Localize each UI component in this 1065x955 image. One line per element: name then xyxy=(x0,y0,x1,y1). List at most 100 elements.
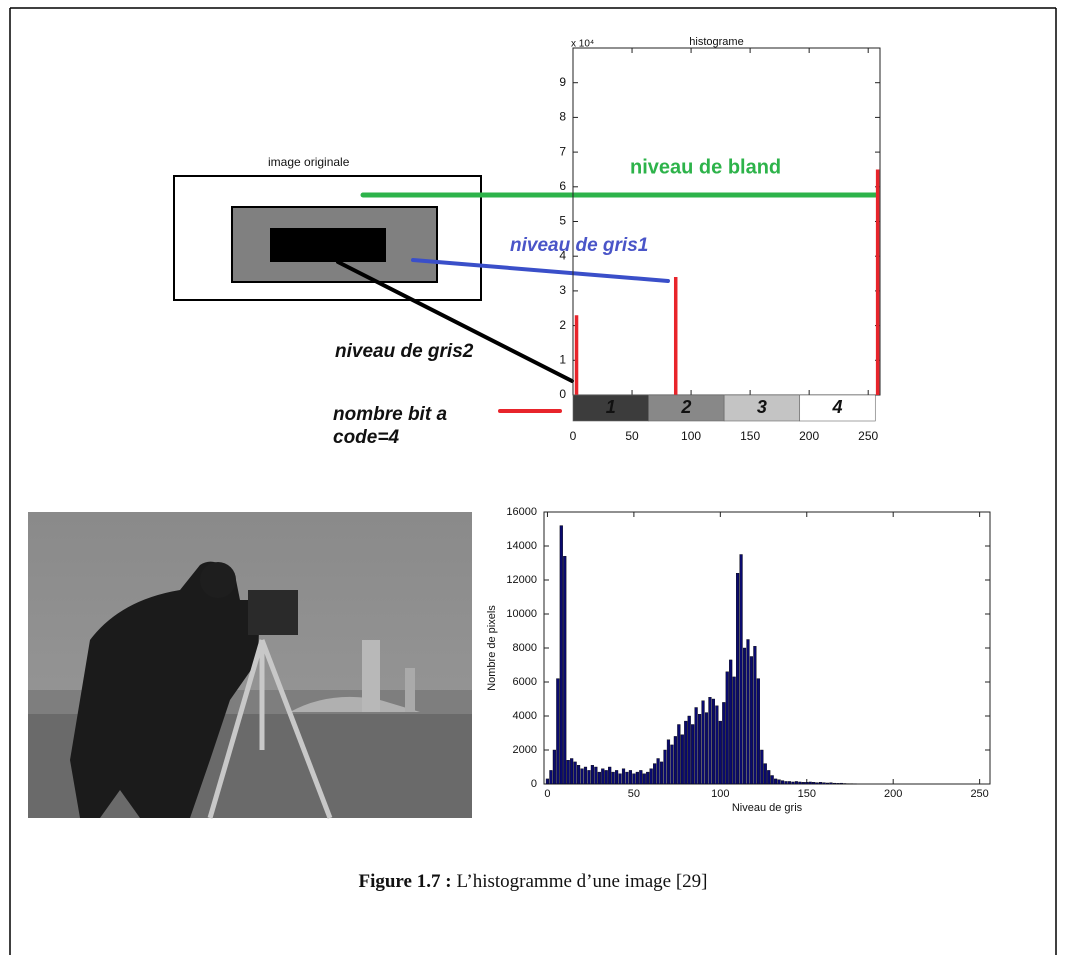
x-tick-label: 50 xyxy=(625,429,639,443)
bar xyxy=(829,782,833,785)
y-tick-label: 6 xyxy=(559,179,566,193)
bar xyxy=(611,771,615,785)
bar xyxy=(566,760,570,785)
gray-level-band xyxy=(799,394,876,422)
bar xyxy=(767,770,771,785)
annotation: nombre bit a xyxy=(333,404,447,425)
bar xyxy=(583,766,588,785)
bar xyxy=(843,783,847,785)
bar xyxy=(805,782,809,785)
bar xyxy=(760,749,764,785)
bar xyxy=(563,556,567,785)
bar xyxy=(708,697,712,785)
caption: Figure 1.7 : L’histogramme d’une image [2… xyxy=(358,871,707,892)
axes-frame xyxy=(572,47,881,396)
bar xyxy=(718,720,722,785)
bar xyxy=(729,659,733,785)
bar xyxy=(777,779,781,785)
x-axis-label: Niveau de gris xyxy=(732,802,803,814)
bar xyxy=(749,656,754,785)
bar xyxy=(628,770,633,785)
x-tick-label: 50 xyxy=(628,788,640,800)
page-frame xyxy=(9,7,1057,955)
bar xyxy=(663,749,667,785)
x-tick-label: 0 xyxy=(544,788,550,800)
annotation: niveau de gris1 xyxy=(510,235,648,256)
bar xyxy=(632,773,636,785)
bar xyxy=(770,775,774,785)
y-tick-label: 8000 xyxy=(513,642,537,654)
bar xyxy=(670,744,674,785)
bar xyxy=(653,763,657,785)
y-tick-label: 16000 xyxy=(506,506,537,518)
gray-level-band xyxy=(723,394,801,422)
bar xyxy=(604,770,608,785)
y-tick-label: 8 xyxy=(559,110,566,124)
bar xyxy=(780,780,785,785)
bar xyxy=(580,768,584,785)
bar xyxy=(684,720,688,785)
y-tick-label: 4 xyxy=(559,248,566,262)
y-tick-label: 4000 xyxy=(513,710,537,722)
bar xyxy=(697,714,702,785)
y-axis-label: Nombre de pixels xyxy=(486,605,498,691)
x-tick-label: 200 xyxy=(884,788,902,800)
bar xyxy=(819,782,823,785)
bar xyxy=(822,782,826,785)
y-scale-label: x 10⁴ xyxy=(571,39,594,50)
bar xyxy=(642,773,646,785)
axes-frame xyxy=(543,511,991,785)
y-tick-label: 2 xyxy=(559,318,566,332)
bar xyxy=(711,698,715,785)
bar xyxy=(545,778,550,785)
bar xyxy=(559,525,563,785)
annotation: code=4 xyxy=(333,427,399,448)
annotation: niveau de gris2 xyxy=(335,341,474,362)
bar xyxy=(787,781,792,785)
bar xyxy=(549,770,553,785)
bar xyxy=(673,736,677,785)
x-tick-label: 250 xyxy=(970,788,988,800)
y-tick-label: 1 xyxy=(559,352,566,366)
x-tick-label: 250 xyxy=(858,429,878,443)
bar xyxy=(621,768,626,785)
x-tick-label: 150 xyxy=(798,788,816,800)
y-tick-label: 9 xyxy=(559,75,566,89)
photo xyxy=(28,512,472,819)
bar xyxy=(746,639,750,785)
bar xyxy=(732,676,736,785)
bar xyxy=(736,573,740,785)
bar xyxy=(742,647,747,785)
bar xyxy=(774,778,778,785)
bar xyxy=(825,782,830,785)
band-label: 1 xyxy=(606,397,616,417)
bar xyxy=(784,781,788,785)
bar xyxy=(725,671,729,785)
bar xyxy=(808,781,812,785)
bar xyxy=(694,707,698,785)
bar xyxy=(573,761,577,785)
bar xyxy=(701,700,705,785)
bar xyxy=(677,724,681,785)
gray-level-band xyxy=(572,394,649,422)
bar xyxy=(832,782,837,785)
x-tick-label: 0 xyxy=(570,429,577,443)
x-tick-label: 200 xyxy=(799,429,819,443)
bar xyxy=(722,702,726,785)
band-label: 3 xyxy=(757,397,767,417)
bar xyxy=(570,758,574,785)
bar xyxy=(625,771,629,785)
y-tick-label: 12000 xyxy=(506,574,537,586)
bar xyxy=(753,646,757,785)
x-tick-label: 150 xyxy=(740,429,760,443)
bar xyxy=(587,770,591,785)
bar xyxy=(715,705,719,785)
bar xyxy=(704,712,709,785)
band-label: 2 xyxy=(680,397,691,417)
bar xyxy=(666,739,671,785)
chart-title: histograme xyxy=(689,36,743,48)
bar xyxy=(687,715,691,785)
bar xyxy=(646,771,650,785)
bar xyxy=(812,782,816,785)
